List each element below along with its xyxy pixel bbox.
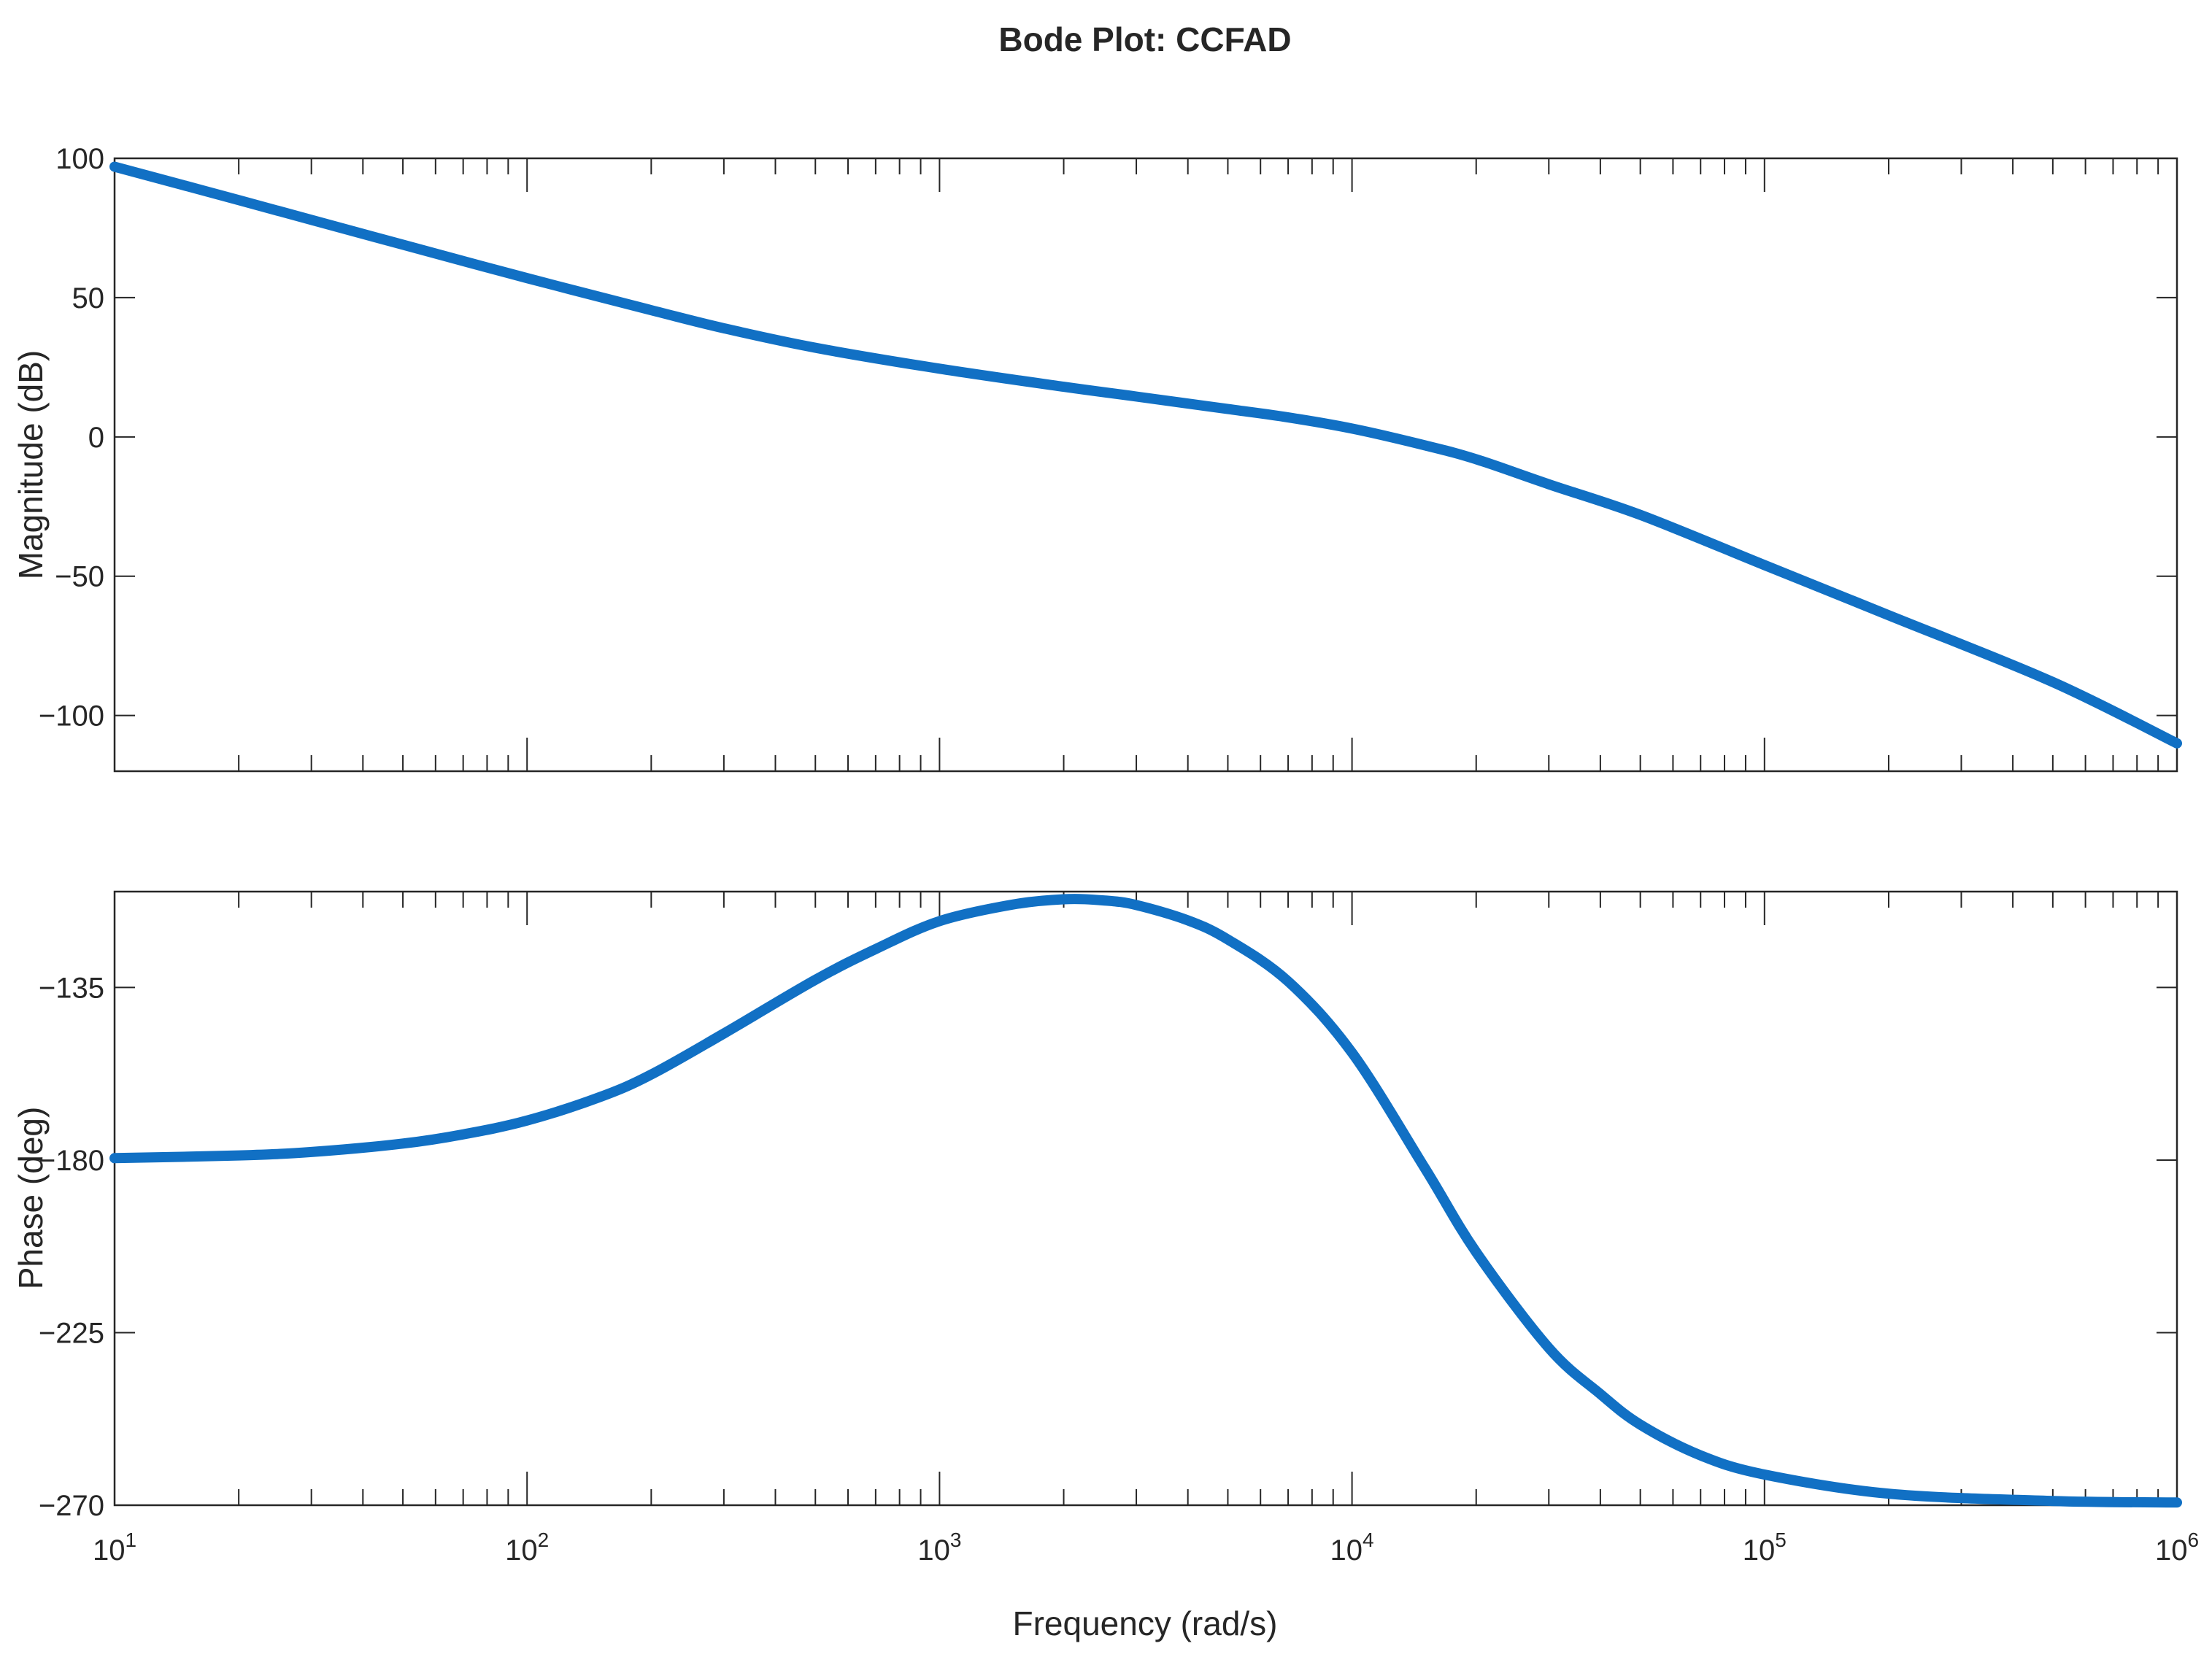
phase-y-tick-labels: −135 −180 −225 −270 bbox=[39, 972, 104, 1522]
x-tick-label: 103 bbox=[917, 1529, 961, 1567]
chart-title: Bode Plot: CCFAD bbox=[998, 20, 1291, 58]
y-tick-label: −50 bbox=[55, 561, 104, 593]
x-tick-label: 102 bbox=[505, 1529, 549, 1567]
x-axis-label: Frequency (rad/s) bbox=[1012, 1604, 1277, 1642]
y-tick-label: 100 bbox=[55, 143, 104, 175]
phase-series-line bbox=[109, 894, 2182, 1508]
phase-axes: −135 −180 −225 −270 Phase (deg) bbox=[12, 890, 2182, 1522]
x-tick-labels: 101 102 103 104 105 106 bbox=[93, 1529, 2199, 1567]
y-tick-label: −135 bbox=[39, 972, 104, 1004]
phase-plot-area bbox=[113, 890, 2178, 1507]
x-tick-label: 105 bbox=[1743, 1529, 1787, 1567]
magnitude-axes: 100 50 0 −50 −100 Magnitude (dB) bbox=[12, 143, 2182, 773]
y-tick-label: 50 bbox=[72, 282, 105, 314]
y-tick-label: −100 bbox=[39, 700, 104, 733]
y-tick-label: −225 bbox=[39, 1317, 104, 1349]
phase-y-axis-label: Phase (deg) bbox=[12, 1107, 50, 1290]
y-tick-label: −270 bbox=[39, 1490, 104, 1522]
x-tick-label: 104 bbox=[1330, 1529, 1374, 1567]
x-tick-label: 106 bbox=[2155, 1529, 2199, 1567]
y-tick-label: 0 bbox=[88, 422, 104, 454]
magnitude-y-axis-label: Magnitude (dB) bbox=[12, 350, 50, 580]
magnitude-series-line bbox=[109, 161, 2182, 749]
magnitude-ticks bbox=[114, 158, 2178, 771]
y-tick-label: −180 bbox=[39, 1145, 104, 1177]
magnitude-y-tick-labels: 100 50 0 −50 −100 bbox=[39, 143, 104, 733]
x-tick-label: 101 bbox=[93, 1529, 136, 1567]
